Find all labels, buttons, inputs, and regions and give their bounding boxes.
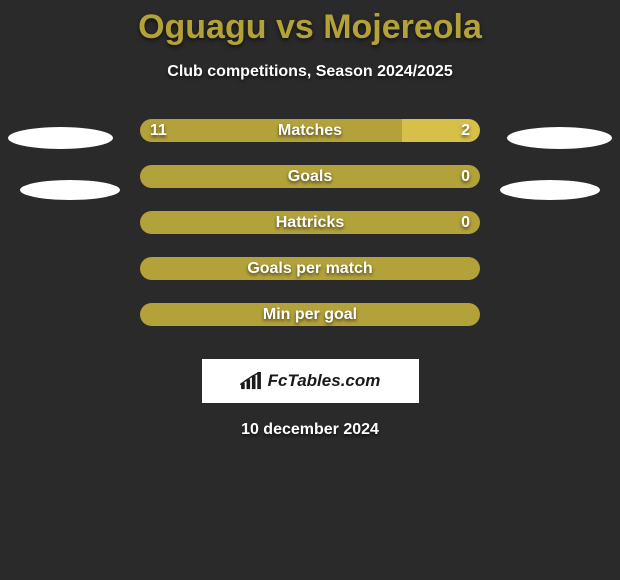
- stat-bar-left: [140, 165, 460, 188]
- stat-bar-left: [140, 257, 480, 280]
- stat-value-right: 0: [461, 211, 470, 234]
- stat-row: Matches112: [0, 119, 620, 165]
- page-title: Oguagu vs Mojereola: [0, 0, 620, 47]
- stat-value-right: 2: [461, 119, 470, 142]
- stat-row: Min per goal: [0, 303, 620, 349]
- stat-bar-track: [140, 257, 480, 280]
- bar-chart-icon: [240, 372, 262, 390]
- stat-bar-track: [140, 119, 480, 142]
- stat-row: Goals0: [0, 165, 620, 211]
- stat-row: Goals per match: [0, 257, 620, 303]
- logo-box: FcTables.com: [202, 359, 419, 403]
- stat-bar-left: [140, 119, 402, 142]
- stat-bar-left: [140, 211, 480, 234]
- stat-value-left: 11: [150, 119, 167, 142]
- page-subtitle: Club competitions, Season 2024/2025: [0, 63, 620, 81]
- date-label: 10 december 2024: [0, 421, 620, 439]
- player-comparison-infographic: Oguagu vs Mojereola Club competitions, S…: [0, 0, 620, 580]
- stat-row: Hattricks0: [0, 211, 620, 257]
- stat-bar-track: [140, 165, 480, 188]
- stat-value-right: 0: [461, 165, 470, 188]
- stat-bar-track: [140, 211, 480, 234]
- stat-bar-left: [140, 303, 480, 326]
- logo-text: FcTables.com: [268, 371, 381, 391]
- stat-bars: Matches112Goals0Hattricks0Goals per matc…: [0, 119, 620, 349]
- stat-bar-track: [140, 303, 480, 326]
